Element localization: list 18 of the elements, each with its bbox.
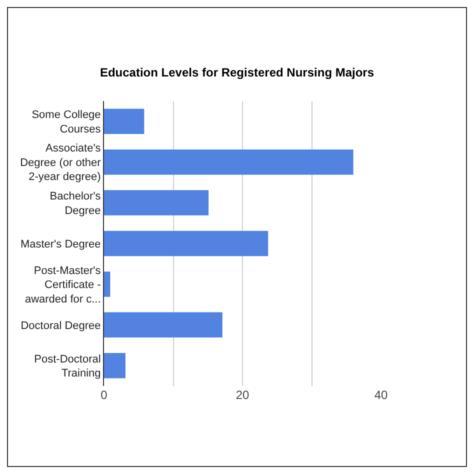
bar bbox=[104, 230, 268, 256]
bar bbox=[104, 353, 126, 378]
y-tick-label: Some College Courses bbox=[32, 109, 102, 136]
y-tick-label: Bachelor's Degree bbox=[50, 190, 102, 217]
y-tick-label: Associate's Degree (or other 2-year degree) bbox=[20, 142, 102, 184]
y-tick-label: Master's Degree bbox=[20, 238, 101, 250]
chart-title: Education Levels for Registered Nursing Majors bbox=[100, 65, 374, 80]
y-tick-label: Post-Doctoral Training bbox=[34, 353, 101, 380]
bar bbox=[104, 272, 110, 297]
y-tick-label: Post-Master's Certificate - awarded for c... bbox=[24, 264, 102, 306]
x-tick-label: 0 bbox=[100, 388, 108, 402]
bar bbox=[104, 312, 222, 338]
bar bbox=[104, 190, 209, 216]
y-tick-label: Doctoral Degree bbox=[20, 320, 101, 332]
x-tick-label: 20 bbox=[236, 388, 250, 402]
bar bbox=[104, 108, 144, 134]
bar bbox=[104, 149, 354, 175]
x-tick-label: 40 bbox=[374, 388, 388, 402]
